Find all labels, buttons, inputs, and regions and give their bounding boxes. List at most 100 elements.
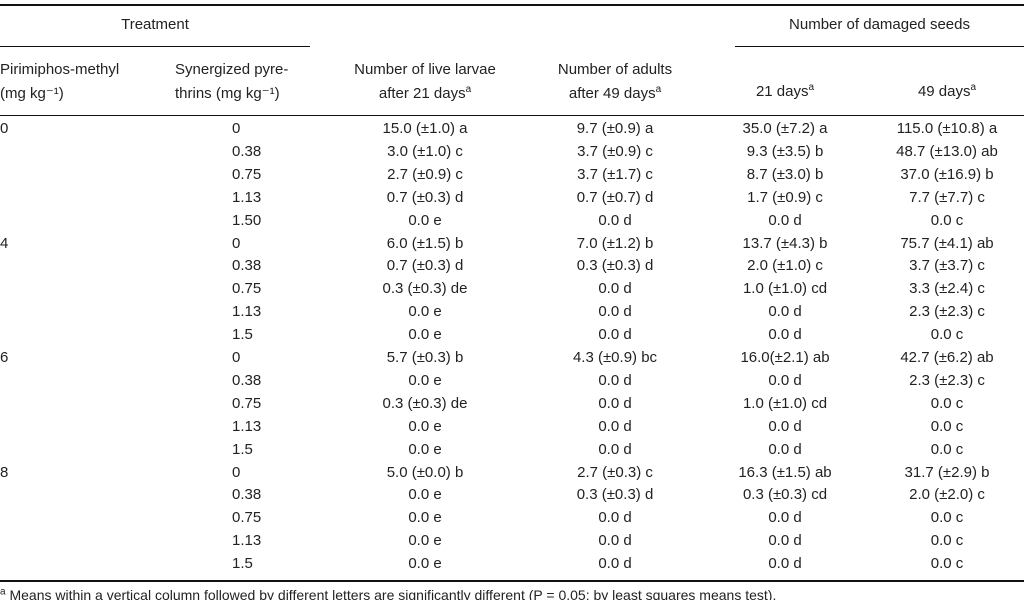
table-cell: 6.0 (±1.5) b (386, 234, 464, 252)
table-cell: 0.75 (232, 165, 262, 183)
column-heading: after 49 daysa (520, 85, 710, 103)
table-cell: 0.0 d (768, 509, 802, 527)
table-cell: 3.7 (±3.7) c (909, 257, 985, 275)
table-cell: 0.0 d (598, 371, 632, 389)
table-cell: 8.7 (±3.0) b (746, 165, 824, 183)
table-cell: 3.0 (±1.0) c (387, 142, 463, 160)
table-cell: 9.7 (±0.9) a (576, 120, 654, 137)
table-cell: 3.7 (±0.9) c (577, 142, 653, 160)
table-cell: 0.0 e (408, 326, 442, 344)
table-cell: 48.7 (±13.0) ab (896, 142, 998, 160)
table-cell: 0.0 e (408, 532, 442, 550)
table-cell: 0.0 e (408, 371, 442, 389)
heading-line: Pirimiphos-methyl (0, 61, 120, 78)
heading-note: a (465, 84, 472, 95)
footnote-marker: a (0, 586, 6, 598)
table-cell: 3.3 (±2.4) c (909, 280, 985, 298)
table-cell: 0.0 e (408, 440, 442, 458)
treatment-rule (0, 46, 310, 47)
table-cell: 0.0 d (598, 280, 632, 298)
table-cell: 2.3 (±2.3) c (909, 371, 985, 389)
table-cell: 0.0 c (930, 440, 964, 458)
column-heading: 21 daysa (700, 83, 870, 101)
table-cell: 0.0 d (768, 326, 802, 344)
heading-line: after 49 days (568, 85, 656, 102)
table-cell: 1.13 (232, 188, 262, 206)
table-cell: 75.7 (±4.1) ab (900, 234, 994, 252)
table-cell: 0.0 e (408, 555, 442, 573)
heading-note: a (808, 82, 815, 93)
table-cell: 2.7 (±0.3) c (577, 463, 653, 481)
table-cell: 7.7 (±7.7) c (909, 188, 985, 206)
table-cell: 0.0 d (768, 371, 802, 389)
header-rule (0, 115, 1024, 116)
table-cell: 2.7 (±0.9) c (387, 165, 463, 183)
table-cell: 31.7 (±2.9) b (904, 463, 990, 481)
table-cell: 0.75 (232, 394, 262, 412)
column-heading: thrins (mg kg⁻¹) (175, 85, 315, 103)
table-cell: 0.7 (±0.7) d (576, 188, 654, 206)
table-cell: 0.0 e (408, 486, 442, 504)
table-cell: 0.0 e (408, 417, 442, 435)
heading-note: a (655, 84, 662, 95)
table-cell: 0.0 c (930, 394, 964, 412)
table-cell: 0.3 (±0.3) de (382, 394, 468, 412)
table-cell: 0.0 d (598, 509, 632, 527)
table-cell: 5.0 (±0.0) b (386, 463, 464, 481)
table-cell: 0.38 (232, 486, 262, 504)
table-cell: 1.13 (232, 417, 262, 435)
table-cell: 8 (0, 463, 9, 481)
table-cell: 0.7 (±0.3) d (386, 188, 464, 206)
heading-line: Number of live larvae (354, 61, 496, 78)
table-cell: 0 (232, 463, 241, 481)
table-cell: 0.38 (232, 142, 262, 160)
treatment-heading: Treatment (121, 16, 189, 33)
table-cell: 0.0 d (598, 326, 632, 344)
table-cell: 9.3 (±3.5) b (746, 142, 824, 160)
table-cell: 0.75 (232, 280, 262, 298)
table-cell: 0.0 c (930, 326, 964, 344)
table-cell: 0.38 (232, 371, 262, 389)
column-heading: Number of adults (520, 61, 710, 79)
table-cell: 1.7 (±0.9) c (747, 188, 823, 206)
table-cell: 0.0 d (598, 440, 632, 458)
table-cell: 0.7 (±0.3) d (386, 257, 464, 275)
table-cell: 0.0 d (598, 555, 632, 573)
table-cell: 6 (0, 349, 9, 366)
table-cell: 15.0 (±1.0) a (382, 120, 468, 137)
table-cell: 4.3 (±0.9) bc (572, 349, 658, 366)
table-cell: 0.0 d (768, 417, 802, 435)
table-cell: 0.0 d (768, 303, 802, 321)
heading-line: thrins (mg kg⁻¹) (175, 85, 280, 102)
table-cell: 0 (232, 349, 241, 366)
table-cell: 0.0 d (598, 303, 632, 321)
table-cell: 0.0 d (768, 440, 802, 458)
table-cell: 0.0 c (930, 532, 964, 550)
bottom-rule (0, 580, 1024, 582)
table-cell: 1.5 (232, 555, 253, 573)
table-cell: 1.50 (232, 211, 262, 229)
table-cell: 4 (0, 234, 9, 252)
table-cell: 0.0 d (598, 211, 632, 229)
footnote: a Means within a vertical column followe… (0, 586, 776, 600)
column-heading: Synergized pyre- (175, 61, 315, 79)
heading-line: 49 days (917, 83, 971, 100)
table-cell: 0 (0, 120, 9, 137)
table-cell: 0.3 (±0.3) cd (742, 486, 828, 504)
column-heading: Pirimiphos-methyl (0, 61, 160, 79)
table-cell: 0.0 d (598, 417, 632, 435)
table-cell: 16.0(±2.1) ab (740, 349, 830, 366)
column-heading: Number of live larvae (330, 61, 520, 79)
table-cell: 0.0 e (408, 509, 442, 527)
heading-line: 21 days (755, 83, 809, 100)
column-heading: after 21 daysa (330, 85, 520, 103)
table-cell: 7.0 (±1.2) b (576, 234, 654, 252)
table-cell: 42.7 (±6.2) ab (900, 349, 994, 366)
table-cell: 0 (232, 120, 241, 137)
table-cell: 0.0 c (930, 555, 964, 573)
table-cell: 1.13 (232, 532, 262, 550)
table-cell: 0.75 (232, 509, 262, 527)
seeds-rule (735, 46, 1024, 47)
table-cell: 0.0 c (930, 211, 964, 229)
heading-note: a (970, 82, 977, 93)
